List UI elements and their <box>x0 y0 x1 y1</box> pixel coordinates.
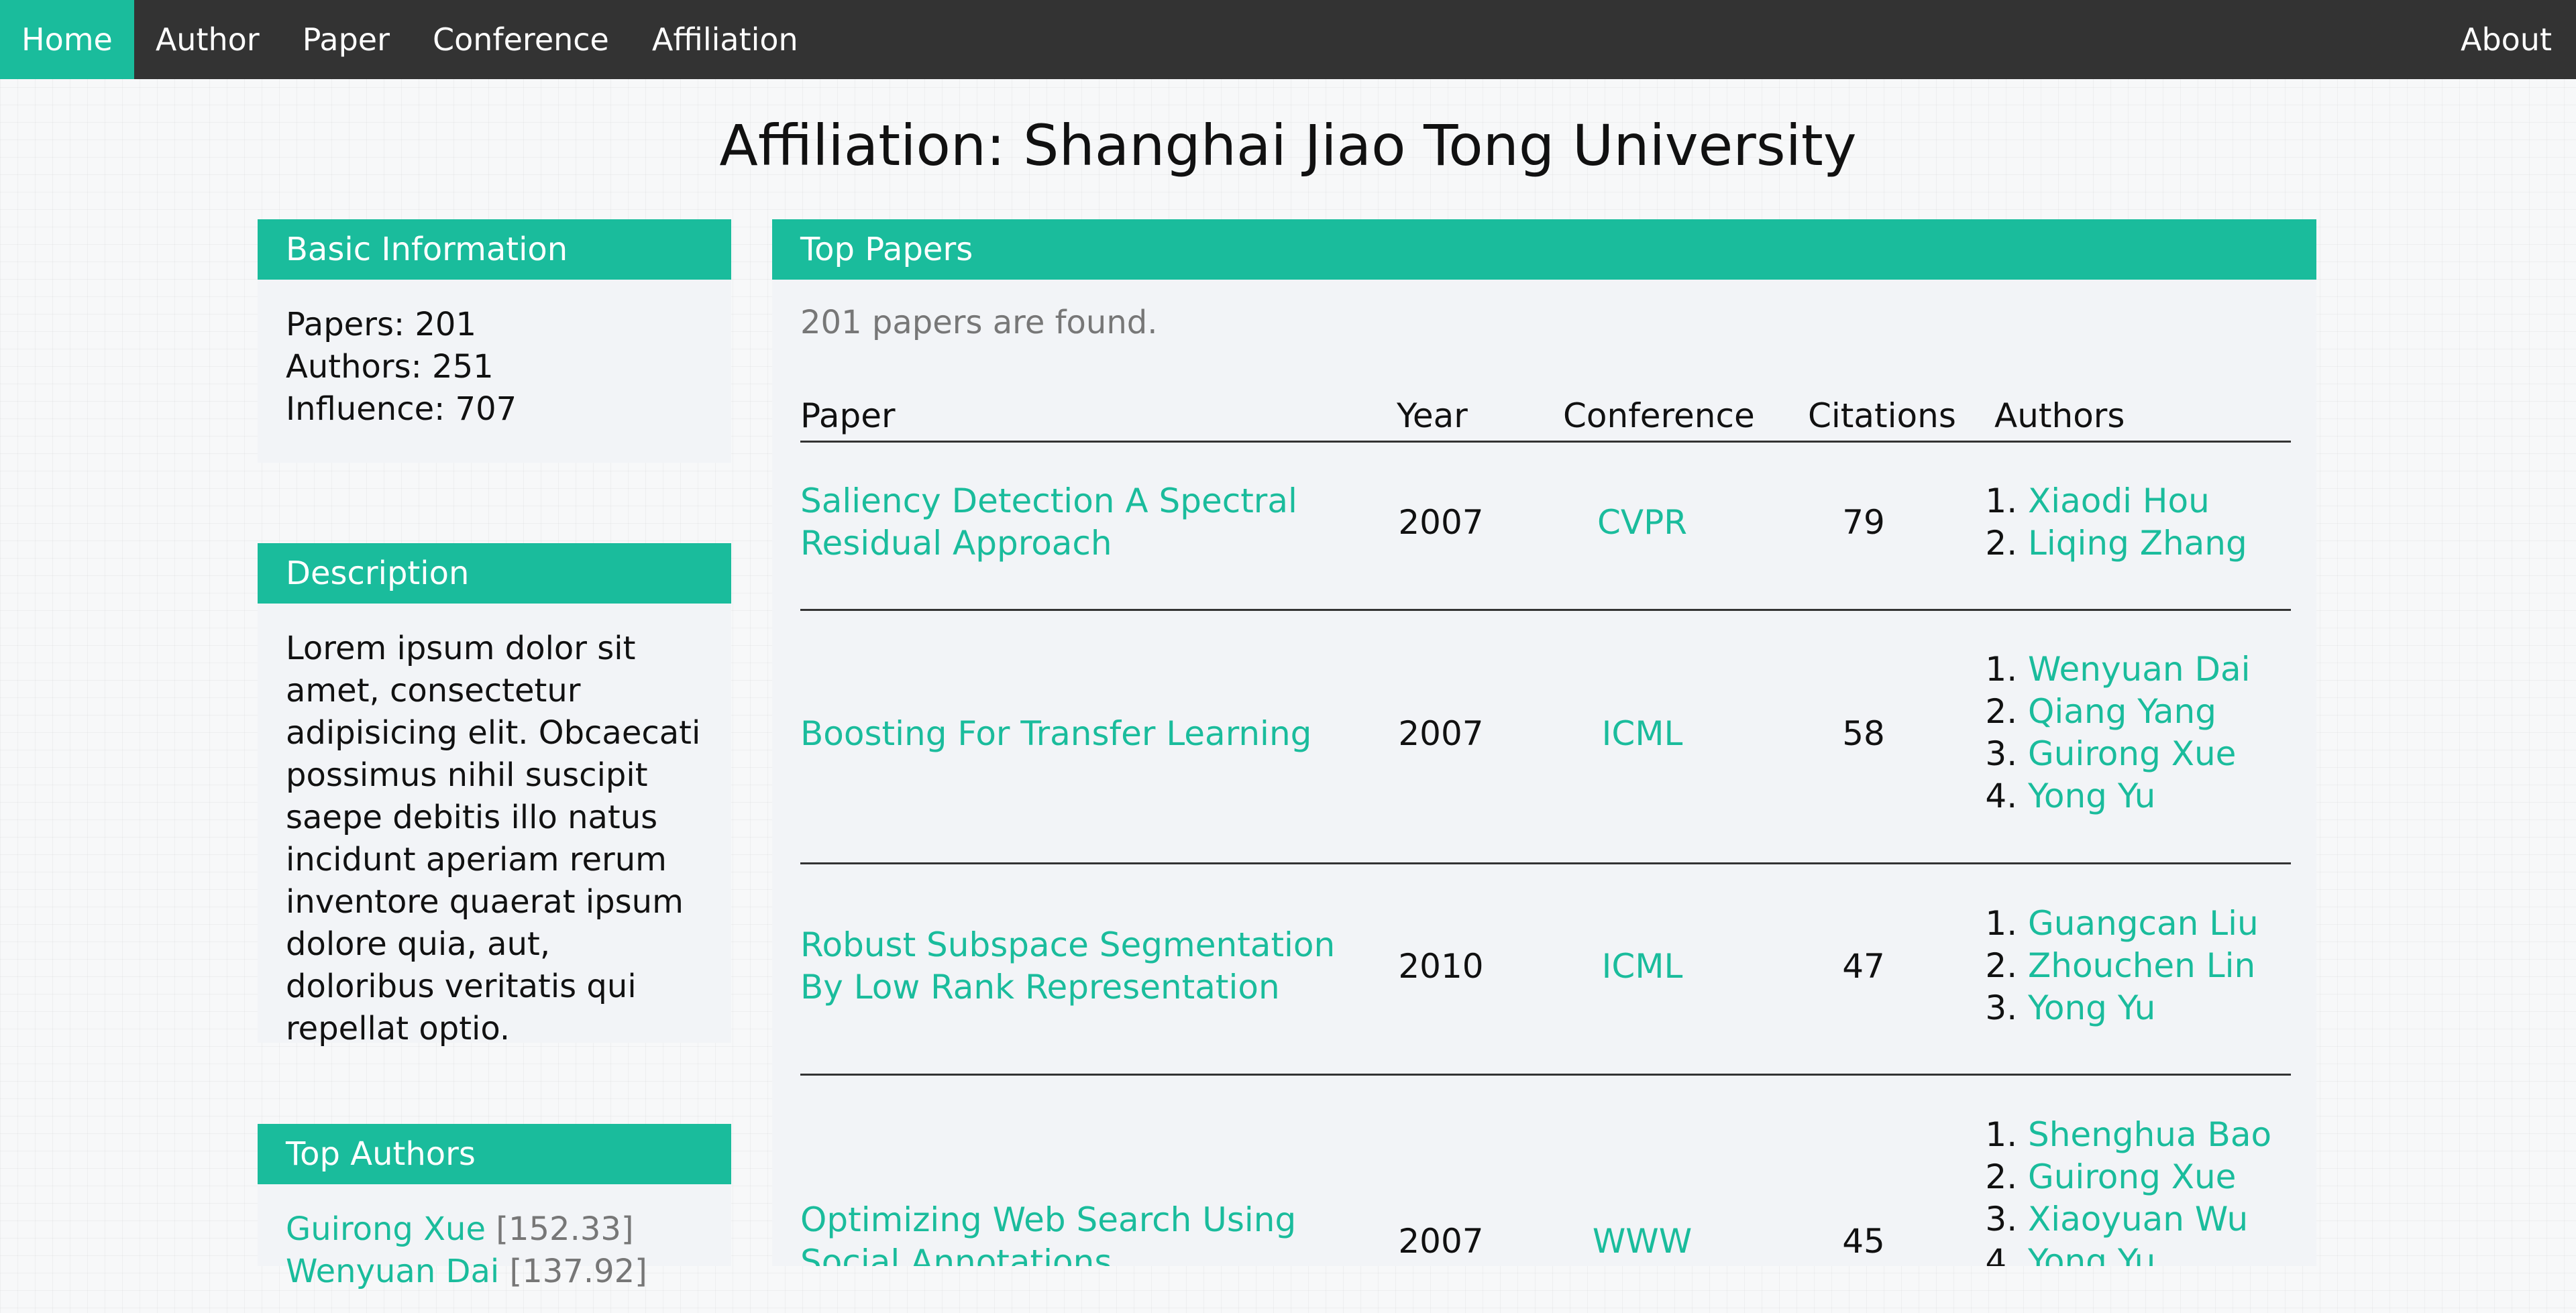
paper-authors: Shenghua Bao Guirong Xue Xiaoyuan Wu Yon… <box>1994 1114 2290 1266</box>
author-link[interactable]: Yong Yu <box>2028 1242 2156 1266</box>
top-author-item: Wenyuan Dai [137.92] <box>286 1251 703 1293</box>
paper-title-link[interactable]: Boosting For Transfer Learning <box>800 714 1312 753</box>
top-author-link[interactable]: Wenyuan Dai <box>286 1253 500 1290</box>
basic-information-panel: Basic Information Papers: 201 Authors: 2… <box>258 219 731 463</box>
author-list-item: Liqing Zhang <box>2028 522 2290 565</box>
column-header-year: Year <box>1397 396 1468 435</box>
papers-count: Papers: 201 <box>286 306 476 343</box>
papers-found-text: 201 papers are found. <box>800 304 1158 341</box>
paper-citations: 58 <box>1842 714 1885 753</box>
paper-year: 2010 <box>1398 947 1484 986</box>
author-link[interactable]: Wenyuan Dai <box>2028 650 2251 689</box>
author-list-item: Guangcan Liu <box>2028 903 2290 945</box>
authors-count: Authors: 251 <box>286 348 494 386</box>
top-papers-panel: Top Papers 201 papers are found. Paper Y… <box>772 219 2316 1266</box>
author-link[interactable]: Xiaodi Hou <box>2028 481 2210 520</box>
table-row: Boosting For Transfer Learning 2007 ICML… <box>800 611 2291 864</box>
author-list-item: Yong Yu <box>2028 775 2290 817</box>
top-author-link[interactable]: Guirong Xue <box>286 1210 486 1248</box>
column-header-citations: Citations <box>1808 396 1956 435</box>
table-row: Robust Subspace Segmentation By Low Rank… <box>800 864 2291 1076</box>
column-header-paper: Paper <box>800 396 896 435</box>
nav-about[interactable]: About <box>2460 21 2552 58</box>
author-list-item: Shenghua Bao <box>2028 1114 2290 1156</box>
top-author-score: [137.92] <box>509 1253 647 1290</box>
table-header: Paper Year Conference Citations Authors <box>800 383 2291 443</box>
paper-authors: Xiaodi Hou Liqing Zhang <box>1994 480 2290 565</box>
paper-citations: 47 <box>1842 947 1885 986</box>
author-list-item: Guirong Xue <box>2028 733 2290 775</box>
paper-conference-link[interactable]: WWW <box>1592 1222 1693 1261</box>
nav-paper[interactable]: Paper <box>302 21 390 58</box>
author-link[interactable]: Guirong Xue <box>2028 734 2237 773</box>
paper-title-link[interactable]: Robust Subspace Segmentation By Low Rank… <box>800 925 1336 1007</box>
nav-spacer <box>820 0 2439 79</box>
description-panel: Description Lorem ipsum dolor sit amet, … <box>258 543 731 1047</box>
nav-affiliation[interactable]: Affiliation <box>651 21 798 58</box>
paper-year: 2007 <box>1398 503 1484 542</box>
author-link[interactable]: Yong Yu <box>2028 777 2156 815</box>
table-row: Optimizing Web Search Using Social Annot… <box>800 1076 2291 1266</box>
author-link[interactable]: Guirong Xue <box>2028 1157 2237 1196</box>
paper-year: 2007 <box>1398 714 1484 753</box>
column-header-authors: Authors <box>1994 396 2125 435</box>
author-link[interactable]: Guangcan Liu <box>2028 904 2259 943</box>
author-list-item: Yong Yu <box>2028 1241 2290 1266</box>
top-papers-title: Top Papers <box>772 219 2316 280</box>
author-list-item: Zhouchen Lin <box>2028 945 2290 987</box>
paper-conference-link[interactable]: CVPR <box>1597 503 1687 542</box>
author-link[interactable]: Qiang Yang <box>2028 692 2216 731</box>
top-navbar: Home Author Paper Conference Affiliation… <box>0 0 2576 79</box>
description-text: Lorem ipsum dolor sit amet, consectetur … <box>286 630 701 1047</box>
top-authors-panel: Top Authors Guirong Xue [152.33] Wenyuan… <box>258 1124 731 1290</box>
paper-conference-link[interactable]: ICML <box>1601 947 1683 986</box>
basic-information-title: Basic Information <box>258 219 731 280</box>
nav-conference[interactable]: Conference <box>433 21 609 58</box>
paper-title-link[interactable]: Saliency Detection A Spectral Residual A… <box>800 481 1297 563</box>
author-list-item: Qiang Yang <box>2028 691 2290 733</box>
paper-year: 2007 <box>1398 1222 1484 1261</box>
top-author-score: [152.33] <box>496 1210 634 1248</box>
nav-author[interactable]: Author <box>155 21 260 58</box>
table-row: Saliency Detection A Spectral Residual A… <box>800 443 2291 611</box>
author-list-item: Xiaoyuan Wu <box>2028 1198 2290 1241</box>
author-link[interactable]: Xiaoyuan Wu <box>2028 1200 2249 1239</box>
paper-citations: 45 <box>1842 1222 1885 1261</box>
author-link[interactable]: Yong Yu <box>2028 988 2156 1027</box>
nav-home[interactable]: Home <box>0 0 134 79</box>
author-list-item: Guirong Xue <box>2028 1156 2290 1198</box>
top-author-item: Guirong Xue [152.33] <box>286 1208 703 1251</box>
paper-authors: Guangcan Liu Zhouchen Lin Yong Yu <box>1994 903 2290 1029</box>
top-authors-title: Top Authors <box>258 1124 731 1184</box>
author-link[interactable]: Shenghua Bao <box>2028 1115 2272 1154</box>
paper-citations: 79 <box>1842 503 1885 542</box>
basic-information-body: Papers: 201 Authors: 251 Influence: 707 <box>258 280 731 451</box>
paper-conference-link[interactable]: ICML <box>1601 714 1683 753</box>
page-title: Affiliation: Shanghai Jiao Tong Universi… <box>719 113 1857 178</box>
paper-authors: Wenyuan Dai Qiang Yang Guirong Xue Yong … <box>1994 648 2290 817</box>
paper-title-link[interactable]: Optimizing Web Search Using Social Annot… <box>800 1200 1297 1266</box>
papers-table: Paper Year Conference Citations Authors … <box>800 383 2291 1266</box>
description-title: Description <box>258 543 731 604</box>
influence-value: Influence: 707 <box>286 390 517 428</box>
author-list-item: Yong Yu <box>2028 987 2290 1029</box>
author-link[interactable]: Zhouchen Lin <box>2028 946 2256 985</box>
author-list-item: Wenyuan Dai <box>2028 648 2290 691</box>
column-header-conference: Conference <box>1563 396 1755 435</box>
author-list-item: Xiaodi Hou <box>2028 480 2290 522</box>
author-link[interactable]: Liqing Zhang <box>2028 524 2247 563</box>
top-authors-list: Guirong Xue [152.33] Wenyuan Dai [137.92… <box>258 1184 731 1313</box>
